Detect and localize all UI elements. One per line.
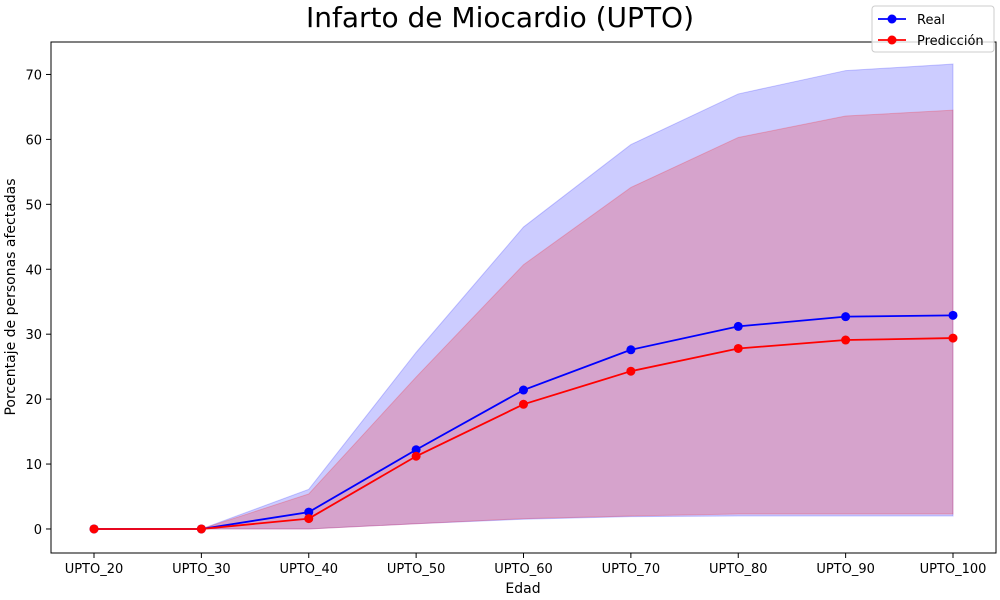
y-tick-label: 30 — [25, 328, 42, 343]
band-prediccion — [94, 109, 954, 530]
point-prediccion-3 — [411, 451, 421, 461]
legend-label: Predicción — [917, 34, 984, 49]
x-tick-label: UPTO_50 — [387, 562, 446, 577]
x-tick-label: UPTO_100 — [920, 562, 987, 577]
series-points — [89, 310, 958, 534]
y-tick-label: 10 — [25, 458, 42, 473]
x-tick-label: UPTO_40 — [279, 562, 338, 577]
chart-title: Infarto de Miocardio (UPTO) — [306, 1, 694, 34]
point-prediccion-5 — [626, 366, 636, 376]
legend-marker — [887, 35, 897, 45]
x-tick-label: UPTO_90 — [816, 562, 875, 577]
point-real-2 — [304, 507, 314, 517]
point-real-3 — [411, 445, 421, 455]
y-tick-label: 0 — [34, 523, 42, 538]
y-axis-label: Porcentaje de personas afectadas — [3, 178, 19, 415]
x-tick-label: UPTO_60 — [494, 562, 553, 577]
y-axis-ticks: 0 10 20 30 40 50 60 70 — [25, 68, 51, 538]
legend: Real Predicción — [871, 5, 995, 53]
point-prediccion-8 — [948, 333, 958, 343]
point-real-7 — [841, 312, 851, 322]
x-tick-label: UPTO_80 — [709, 562, 768, 577]
x-tick-label: UPTO_20 — [65, 562, 124, 577]
point-prediccion-4 — [519, 399, 528, 409]
x-tick-label: UPTO_30 — [172, 562, 231, 577]
x-tick-label: UPTO_70 — [602, 562, 661, 577]
y-tick-label: 50 — [25, 198, 42, 213]
point-prediccion-6 — [733, 343, 743, 353]
point-prediccion-0 — [89, 524, 99, 534]
point-prediccion-1 — [196, 524, 206, 534]
point-real-6 — [733, 321, 743, 331]
legend-label: Real — [917, 13, 945, 28]
legend-marker — [887, 14, 897, 24]
point-real-8 — [948, 310, 958, 320]
confidence-bands — [94, 63, 954, 530]
point-real-5 — [626, 345, 636, 355]
y-tick-label: 60 — [25, 133, 42, 148]
band-real — [94, 63, 954, 530]
y-tick-label: 70 — [25, 68, 42, 83]
y-tick-label: 40 — [25, 263, 42, 278]
point-prediccion-2 — [304, 514, 314, 524]
y-tick-label: 20 — [25, 393, 42, 408]
x-axis-label: Edad — [505, 581, 540, 597]
point-real-4 — [519, 385, 528, 395]
x-axis-ticks: UPTO_20 UPTO_30 UPTO_40 UPTO_50 UPTO_60 UPTO_… — [65, 553, 987, 577]
point-prediccion-7 — [841, 335, 851, 345]
